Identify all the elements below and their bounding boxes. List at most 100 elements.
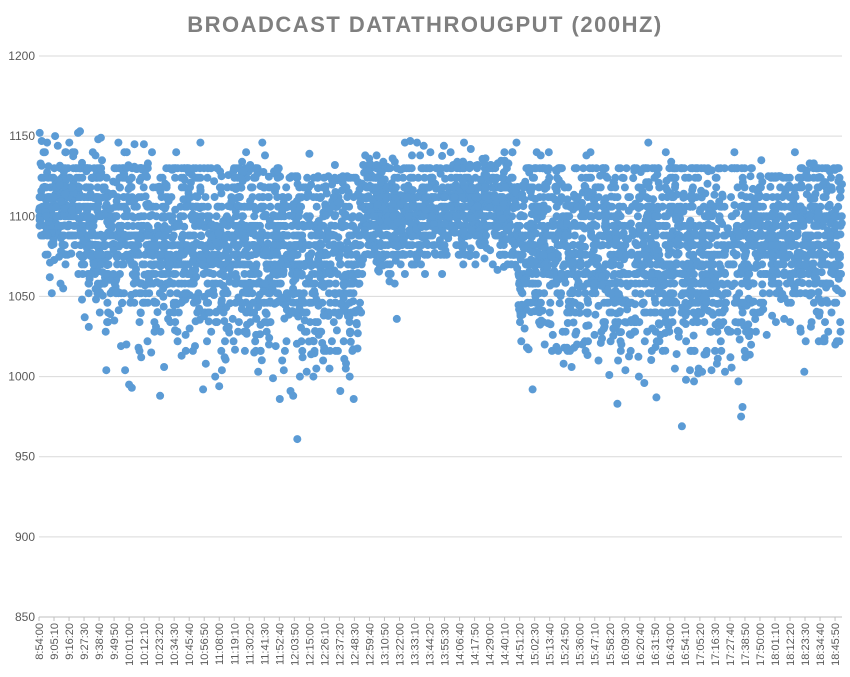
x-tick-label: 10:12:10 [139, 623, 151, 666]
data-point [671, 183, 679, 192]
data-point [758, 289, 767, 298]
x-tick-label: 9:38:40 [94, 623, 106, 660]
data-point [394, 250, 403, 259]
data-point [281, 301, 290, 309]
data-point [104, 318, 112, 327]
data-point [77, 260, 86, 269]
y-tick-label: 950 [15, 450, 35, 464]
data-point [111, 202, 120, 211]
data-point [632, 270, 641, 278]
data-point [242, 289, 251, 297]
data-point [140, 281, 149, 290]
data-point [177, 173, 186, 182]
data-point [188, 215, 197, 224]
data-point [614, 356, 623, 365]
data-point [212, 307, 221, 316]
data-point [424, 183, 433, 192]
data-point [672, 298, 681, 307]
data-point [159, 284, 168, 293]
data-point [213, 164, 221, 173]
data-point [600, 298, 609, 307]
x-tick-label: 15:24:50 [560, 623, 572, 666]
data-point [316, 250, 325, 259]
data-point [633, 241, 642, 250]
data-point [539, 236, 548, 245]
data-point [583, 279, 592, 288]
data-point [561, 241, 570, 250]
data-point [624, 235, 633, 243]
x-tick-label: 16:43:00 [665, 623, 677, 666]
data-point [752, 260, 761, 269]
data-point [567, 249, 576, 258]
data-point [117, 221, 126, 230]
data-point [716, 263, 725, 272]
data-point [263, 264, 272, 273]
data-point [400, 270, 409, 278]
x-tick-label: 15:47:10 [590, 623, 602, 666]
data-point [518, 181, 527, 190]
data-point [712, 173, 721, 182]
data-point [109, 246, 118, 255]
data-point [471, 193, 480, 202]
data-point [280, 346, 289, 355]
data-point [542, 183, 551, 192]
data-point [603, 173, 612, 182]
data-point [414, 241, 422, 250]
data-point [723, 325, 732, 334]
x-tick-label: 18:01:10 [770, 623, 782, 666]
data-point [392, 183, 400, 192]
x-tick-label: 9:27:30 [79, 623, 91, 660]
data-point [75, 183, 84, 192]
data-point [638, 221, 647, 230]
data-point [614, 249, 623, 258]
data-point [230, 173, 239, 182]
data-point [132, 202, 141, 211]
data-point [325, 231, 333, 240]
data-point [581, 270, 590, 278]
data-point [587, 212, 596, 221]
data-point [341, 270, 350, 279]
data-point [273, 289, 281, 298]
data-point [737, 191, 746, 200]
data-point [166, 212, 175, 221]
data-point [735, 232, 744, 241]
x-tick-label: 12:59:40 [364, 623, 376, 666]
data-point [539, 221, 548, 230]
data-point [707, 308, 716, 317]
data-point [556, 219, 564, 228]
data-point [180, 289, 189, 298]
data-point [210, 177, 219, 186]
data-point [625, 298, 634, 307]
data-point [430, 241, 439, 250]
data-point [534, 183, 543, 192]
data-point [369, 212, 378, 221]
data-point [700, 292, 709, 301]
data-point [179, 195, 188, 204]
data-point [531, 164, 540, 173]
data-point [61, 260, 70, 269]
data-point [149, 183, 158, 192]
data-point [661, 346, 670, 355]
data-point [152, 298, 161, 307]
data-point [189, 241, 198, 250]
data-point [562, 219, 571, 228]
data-point [143, 337, 152, 346]
data-point [327, 337, 336, 346]
data-point [699, 202, 708, 211]
data-point [156, 262, 165, 271]
data-point [251, 250, 260, 259]
data-point [709, 250, 718, 259]
data-point [694, 173, 703, 182]
data-point [686, 216, 695, 225]
data-point [307, 231, 316, 240]
x-tick-label: 14:06:40 [455, 623, 467, 666]
data-point [431, 226, 440, 235]
data-point [264, 289, 273, 298]
data-point [220, 317, 229, 326]
data-point [482, 231, 490, 240]
data-point [459, 241, 468, 250]
data-point [255, 290, 264, 299]
data-point [109, 270, 118, 278]
data-point [622, 279, 631, 288]
